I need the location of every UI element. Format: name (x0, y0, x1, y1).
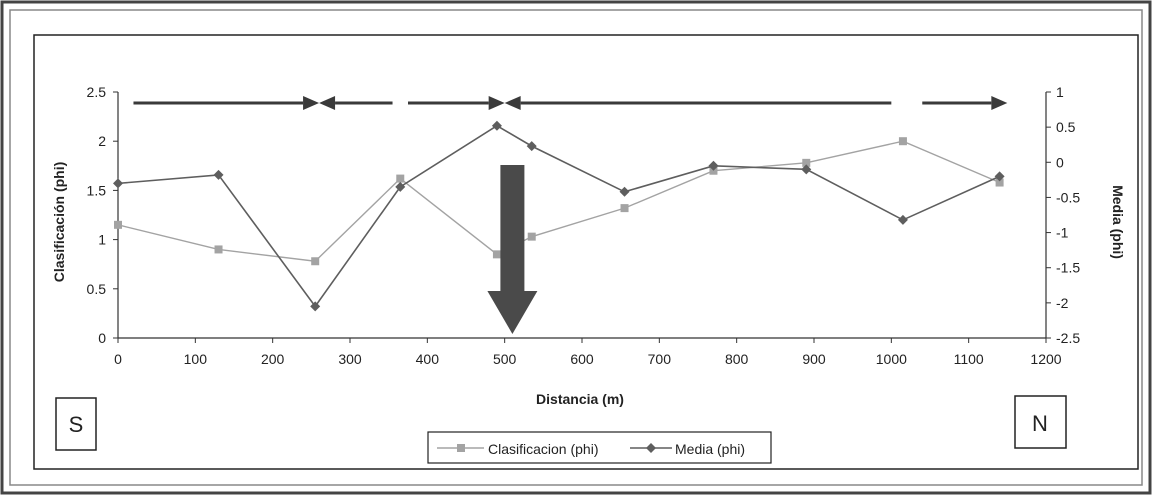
data-point-media (708, 160, 719, 171)
x-tick-label: 1100 (954, 351, 984, 367)
y-left-tick-label: 0.5 (87, 281, 107, 297)
marker-arrow-head (487, 291, 538, 334)
legend-label-clasificacion: Clasificacion (phi) (488, 441, 598, 457)
legend: Clasificacion (phi) Media (phi) (427, 431, 772, 464)
north-box (1014, 395, 1067, 449)
x-tick-label: 600 (570, 351, 594, 367)
data-point-clasificacion (620, 204, 629, 213)
transport-arrow-head (319, 96, 336, 110)
y-right-tick-label: -2.5 (1056, 330, 1080, 346)
chart-area-border (33, 34, 1139, 470)
legend-box (427, 431, 772, 464)
x-tick-label: 400 (416, 351, 440, 367)
y-left-tick-label: 2 (98, 133, 106, 149)
data-point-clasificacion (396, 174, 405, 183)
data-point-clasificacion (114, 220, 122, 229)
north-label: N (1032, 411, 1048, 436)
marker-arrow-shaft (500, 165, 525, 291)
data-point-clasificacion (995, 178, 1004, 187)
data-point-media (801, 164, 812, 175)
data-point-media (526, 141, 537, 152)
x-axis-title: Distancia (m) (536, 391, 624, 407)
x-tick-label: 500 (493, 351, 517, 367)
series-group (113, 120, 1005, 334)
x-tick-label: 1000 (876, 351, 907, 367)
y-right-tick-label: 0 (1056, 154, 1064, 170)
transport-arrow-head (504, 96, 521, 110)
y-right-tick-label: -1 (1056, 225, 1069, 241)
data-point-media (395, 181, 406, 192)
x-tick-label: 900 (802, 351, 826, 367)
south-label: S (69, 412, 84, 437)
x-tick-label: 1200 (1030, 351, 1061, 367)
x-tick-label: 200 (261, 351, 285, 367)
legend-marker-square (457, 444, 465, 452)
transport-arrow-head (303, 96, 320, 110)
data-point-clasificacion (898, 137, 907, 146)
data-point-media (213, 169, 224, 180)
axes: 0 100 200 300 400 500 600 700 800 900 1000 1100 1200… (87, 84, 1081, 367)
y-left-tick-label: 1.5 (87, 182, 107, 198)
x-tick-label: 100 (184, 351, 208, 367)
y-right-tick-label: -1.5 (1056, 260, 1080, 276)
x-tick-label: 0 (114, 351, 122, 367)
data-point-media (310, 301, 321, 312)
data-point-clasificacion (214, 245, 223, 254)
data-point-media (897, 214, 908, 225)
y-right-tick-label: 0.5 (1056, 119, 1076, 135)
data-point-media (491, 120, 502, 131)
x-tick-label: 800 (725, 351, 749, 367)
data-point-clasificacion (492, 250, 501, 259)
data-point-media (994, 171, 1005, 182)
y-left-tick-label: 0 (98, 330, 106, 346)
y-right-tick-label: 1 (1056, 84, 1064, 100)
data-point-clasificacion (527, 232, 536, 241)
legend-marker-diamond (646, 443, 656, 453)
y-axis-left-title: Clasificación (phi) (51, 162, 67, 283)
data-point-clasificacion (802, 158, 811, 167)
data-point-clasificacion (311, 257, 320, 266)
data-point-media (619, 186, 630, 197)
legend-label-media: Media (phi) (675, 441, 745, 457)
transport-arrows (133, 96, 1008, 110)
inner-frame (9, 9, 1143, 486)
y-left-tick-label: 1 (98, 232, 106, 248)
south-box (55, 397, 97, 451)
transport-arrow-head (488, 96, 505, 110)
y-right-tick-label: -2 (1056, 295, 1069, 311)
data-point-media (113, 178, 123, 189)
x-tick-label: 700 (648, 351, 672, 367)
y-axis-right-title: Media (phi) (1110, 185, 1126, 259)
x-tick-label: 300 (338, 351, 362, 367)
transport-arrow-head (991, 96, 1008, 110)
y-left-tick-label: 2.5 (87, 84, 107, 100)
y-right-tick-label: -0.5 (1056, 189, 1080, 205)
